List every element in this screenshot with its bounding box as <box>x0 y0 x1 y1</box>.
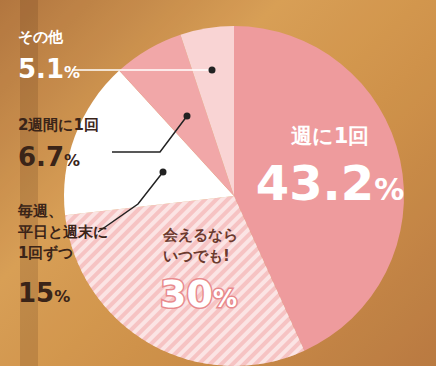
background <box>0 0 436 366</box>
value-label: 5.1% <box>18 54 80 84</box>
value-number: 15 <box>18 278 54 308</box>
value-label: 43.2% <box>256 155 405 211</box>
leader-dot <box>184 113 191 120</box>
value-number: 43.2 <box>256 155 374 211</box>
category-line: 会えるなら <box>162 226 238 244</box>
category-label: 毎週、平日と週末に 1回ずつ <box>17 202 108 262</box>
category-line: 平日と週末に <box>17 223 108 241</box>
category-label: その他 <box>18 28 64 46</box>
category-label: 週に1回 <box>291 124 370 148</box>
value-number: 30 <box>160 272 213 316</box>
value-unit: % <box>64 151 80 170</box>
category-line: 毎週、 <box>17 202 63 220</box>
slice-hatch <box>65 196 304 366</box>
pie-slice <box>65 196 304 366</box>
category-label: 2週間に1回 <box>18 116 99 134</box>
value-unit: % <box>213 285 237 313</box>
value-unit: % <box>374 172 404 207</box>
value-unit: % <box>54 287 70 306</box>
chart: 週に1回 43.2% 会えるならいつでも! 30% 毎週、平日と週末に 1回ずつ 15% 2週… <box>0 0 436 366</box>
labels: 週に1回 43.2% 会えるならいつでも! 30% 毎週、平日と週末に 1回ずつ 15% 2週… <box>17 28 404 316</box>
category-line: 1回ずつ <box>18 244 73 262</box>
value-label: 6.7% <box>18 142 80 172</box>
value-unit: % <box>64 63 80 82</box>
category-line: 週に1回 <box>291 124 370 148</box>
category-label: 会えるならいつでも! <box>162 226 238 265</box>
pie <box>64 26 404 366</box>
leader-line <box>72 69 212 71</box>
category-line: その他 <box>18 28 64 46</box>
leader-dot <box>209 67 216 74</box>
category-line: いつでも! <box>163 247 230 265</box>
value-number: 5.1 <box>18 54 64 84</box>
leader-line <box>112 116 187 152</box>
value-number: 6.7 <box>18 142 64 172</box>
leader-dot <box>160 169 167 176</box>
value-label: 15% <box>18 278 70 308</box>
category-line: 2週間に1回 <box>18 116 99 134</box>
value-label: 30% <box>160 272 237 316</box>
pie-slice <box>180 26 234 196</box>
